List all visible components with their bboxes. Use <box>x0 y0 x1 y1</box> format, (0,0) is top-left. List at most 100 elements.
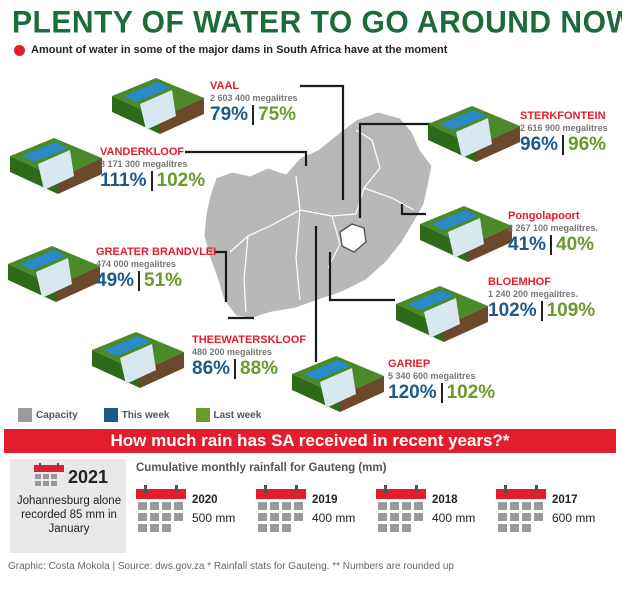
dam-capacity: 2 603 400 megalitres <box>210 93 298 103</box>
province-borders <box>229 129 415 313</box>
subtitle: Amount of water in some of the major dam… <box>14 44 447 56</box>
cumulative-title: Cumulative monthly rainfall for Gauteng … <box>136 462 387 474</box>
dam-percentages: 79% 75% <box>210 104 298 126</box>
capacity-swatch <box>18 408 32 422</box>
dam-name: Pongolapoort <box>508 210 580 222</box>
footer-credit: Graphic: Costa Mokola | Source: dws.gov.… <box>8 561 454 572</box>
legend-last-week: Last week <box>195 408 261 422</box>
rain-amount: 400 mm <box>312 511 356 525</box>
calendar-icon <box>256 485 306 532</box>
dam-icon-greater-brandvlei <box>8 246 100 302</box>
separator <box>540 301 543 321</box>
dam-name: VAAL <box>210 80 240 92</box>
dam-percentages: 49% 51% <box>96 270 216 292</box>
red-dot-icon <box>14 44 25 56</box>
this-week-value: 96% <box>520 134 559 155</box>
rain-year: 2017 <box>552 494 578 506</box>
dam-sterkfontein: STERKFONTEIN 2 616 900 megalitres 96% 96% <box>520 110 608 156</box>
dam-icon-gariep <box>292 356 384 412</box>
page-title: PLENTY OF WATER TO GO AROUND NOW <box>12 5 622 40</box>
jhb-year: 2021 <box>68 467 109 487</box>
last-week-value: 102% <box>156 170 206 191</box>
calendar-icon <box>376 485 426 532</box>
rain-amount: 500 mm <box>192 511 236 525</box>
rain-amount: 600 mm <box>552 511 596 525</box>
dam-capacity: 5 340 600 megalitres <box>388 371 476 381</box>
dam-icon-vaal <box>112 78 204 134</box>
dam-gariep: GARIEP 5 340 600 megalitres 120% 102% <box>388 358 495 404</box>
dam-vanderkloof: VANDERKLOOF 3 171 300 megalitres 111% 102… <box>100 146 205 192</box>
calendar-icon <box>136 485 186 532</box>
rainfall-item: 2017 600 mm <box>496 483 606 543</box>
dam-icon-sterkfontein <box>428 106 520 162</box>
dam-capacity: 1 240 200 megalitres. <box>488 289 579 299</box>
dam-theewaterskloof: THEEWATERSKLOOF 480 200 megalitres 86% 88… <box>192 334 306 380</box>
dam-icon-bloemhof <box>396 286 488 342</box>
rainfall-item: 2020 500 mm <box>136 483 246 543</box>
last-week-swatch <box>195 408 210 422</box>
dam-percentages: 86% 88% <box>192 358 306 380</box>
rain-banner: How much rain has SA received in recent … <box>4 429 616 453</box>
calendar-icon <box>34 463 64 486</box>
last-week-value: 75% <box>258 104 297 125</box>
last-week-value: 51% <box>144 270 183 291</box>
separator <box>234 359 237 379</box>
this-week-value: 41% <box>508 234 547 255</box>
dam-capacity: 480 200 megalitres <box>192 347 273 357</box>
separator <box>550 235 553 255</box>
this-week-value: 120% <box>388 382 437 403</box>
johannesburg-box: 2021 Johannesburg alone recorded 85 mm i… <box>10 459 126 553</box>
dam-name: STERKFONTEIN <box>520 110 606 122</box>
separator <box>150 171 153 191</box>
south-africa-map <box>185 84 440 362</box>
separator <box>138 271 141 291</box>
this-week-value: 79% <box>210 104 249 125</box>
legend-capacity: Capacity <box>18 408 78 422</box>
dam-capacity: 2 616 900 megalitres <box>520 123 608 133</box>
dam-name: BLOEMHOF <box>488 276 551 288</box>
dam-percentages: 102% 109% <box>488 300 595 322</box>
jhb-text: Johannesburg alone recorded 85 mm in Jan… <box>16 495 122 535</box>
dam-name: GARIEP <box>388 358 431 370</box>
dam-percentages: 41% 40% <box>508 234 598 256</box>
dam-icon-theewaterskloof <box>92 332 184 388</box>
rain-year: 2020 <box>192 494 218 506</box>
last-week-value: 40% <box>556 234 595 255</box>
separator <box>562 135 565 155</box>
legend: Capacity This week Last week <box>18 408 261 422</box>
last-week-value: 96% <box>568 134 607 155</box>
separator <box>252 105 255 125</box>
dam-greater-brandvlei: GREATER BRANDVLEI 474 000 megalitres 49%… <box>96 246 216 292</box>
last-week-value: 88% <box>240 358 279 379</box>
dam-capacity: 3 171 300 megalitres <box>100 159 188 169</box>
this-week-value: 111% <box>100 170 147 191</box>
dam-vaal: VAAL 2 603 400 megalitres 79% 75% <box>210 80 298 126</box>
legend-this-week: This week <box>103 408 170 422</box>
dam-percentages: 120% 102% <box>388 382 495 404</box>
lesotho <box>339 223 367 253</box>
separator <box>440 383 443 403</box>
dam-icon-vanderkloof <box>10 138 102 194</box>
last-week-value: 109% <box>546 300 596 321</box>
dam-capacity: 474 000 megalitres <box>96 259 177 269</box>
this-week-value: 49% <box>96 270 135 291</box>
calendar-icon <box>496 485 546 532</box>
dam-name: GREATER BRANDVLEI <box>96 246 217 258</box>
dam-capacity: 2 267 100 megalitres. <box>508 223 599 233</box>
connector-lines <box>185 84 440 362</box>
dam-bloemhof: BLOEMHOF 1 240 200 megalitres. 102% 109% <box>488 276 595 322</box>
rain-amount: 400 mm <box>432 511 476 525</box>
subtitle-text: Amount of water in some of the major dam… <box>31 44 448 56</box>
dam-pongolapoort: Pongolapoort 2 267 100 megalitres. 41% 40… <box>508 210 598 256</box>
rainfall-item: 2018 400 mm <box>376 483 486 543</box>
last-week-value: 102% <box>446 382 496 403</box>
dam-name: THEEWATERSKLOOF <box>192 334 307 346</box>
dam-percentages: 111% 102% <box>100 170 205 192</box>
rain-year: 2018 <box>432 494 458 506</box>
legend-label: Capacity <box>36 409 78 421</box>
dam-name: VANDERKLOOF <box>100 146 185 158</box>
this-week-value: 102% <box>488 300 537 321</box>
legend-label: This week <box>121 409 170 421</box>
rain-year: 2019 <box>312 494 338 506</box>
